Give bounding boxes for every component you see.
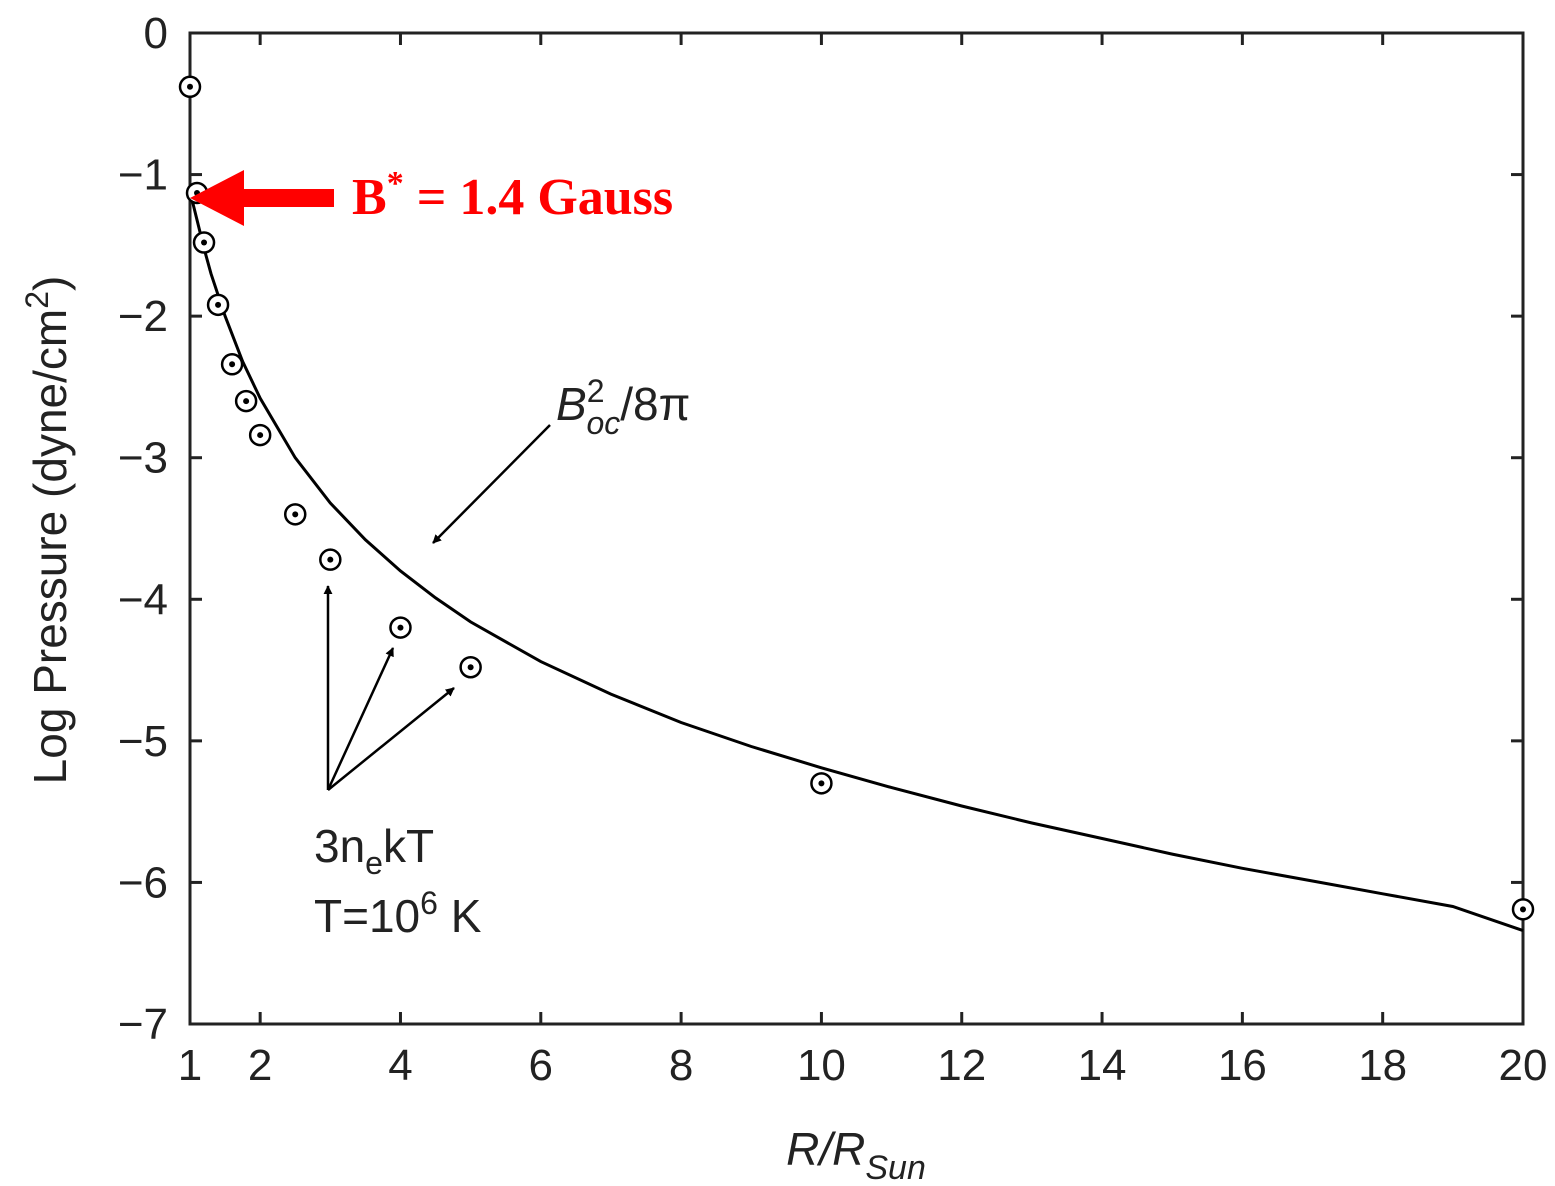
data-point-dot [257,432,264,439]
y-tick-label-2: −2 [118,292,168,341]
points-label-arrows [323,585,455,791]
data-point-dot [292,511,299,518]
data-point [234,389,258,413]
x-tick-label-9: 18 [1358,1041,1407,1090]
data-point-dot [467,664,474,671]
y-tick-label-6: −6 [118,858,168,907]
x-tick-label-6: 12 [937,1041,986,1090]
temperature-label: T=106 K [314,885,482,942]
data-point-dot [187,83,193,90]
x-tick-label-3: 6 [529,1041,553,1090]
x-tick-label-10: 20 [1499,1041,1548,1090]
highlight-arrow-head [190,170,244,226]
data-point [192,231,216,254]
data-points [178,75,1535,921]
data-point [389,616,412,639]
data-point [1511,898,1535,921]
x-tick-label-7: 14 [1078,1041,1127,1090]
data-point [459,655,482,679]
data-point [319,548,342,571]
y-axis-title: Log Pressure (dyne/cm2) [19,276,76,785]
highlight-annotation: B* = 1.4 Gauss [190,165,673,226]
x-tick-label-0: 1 [178,1041,202,1090]
y-tick-labels: 0 −1 −2 −3 −4 −5 −6 −7 [118,9,168,1049]
data-point [178,75,202,99]
y-tick-label-0: 0 [144,9,168,58]
data-point-dot [818,780,825,787]
x-axis-title: R/RSun [786,1123,926,1186]
data-point-dot [215,301,222,308]
curve-label: B2 oc/8π [556,373,690,441]
curve-label-arrow [432,424,551,544]
data-point [206,293,230,317]
x-tick-labels: 1 2 4 6 8 10 12 14 16 18 20 [178,1041,1548,1090]
data-point-dot [243,398,250,405]
plot-frame [188,31,1525,1026]
data-point-dot [327,556,334,563]
y-tick-label-3: −3 [118,434,168,483]
data-point-dot [229,361,236,368]
highlight-arrow-shaft [232,189,334,207]
data-point-dot [397,624,404,631]
points-label: 3nekT [314,820,434,881]
x-tick-label-4: 8 [669,1041,693,1090]
arrow-to-r5 [327,687,455,791]
x-tick-label-5: 10 [797,1041,846,1090]
data-point [248,423,272,447]
data-point [810,772,833,795]
data-point [283,503,307,526]
y-tick-label-1: −1 [118,151,168,200]
y-tick-label-7: −7 [118,1000,168,1049]
y-tick-label-4: −4 [118,575,168,624]
data-point-dot [1520,906,1526,913]
data-point [220,353,244,376]
highlight-label: B* = 1.4 Gauss [352,165,673,226]
x-tick-label-8: 16 [1218,1041,1267,1090]
data-point-dot [201,239,208,246]
x-tick-label-2: 4 [388,1041,412,1090]
arrow-to-r4 [326,647,395,791]
y-tick-label-5: −5 [118,717,168,766]
x-tick-label-1: 2 [248,1041,272,1090]
